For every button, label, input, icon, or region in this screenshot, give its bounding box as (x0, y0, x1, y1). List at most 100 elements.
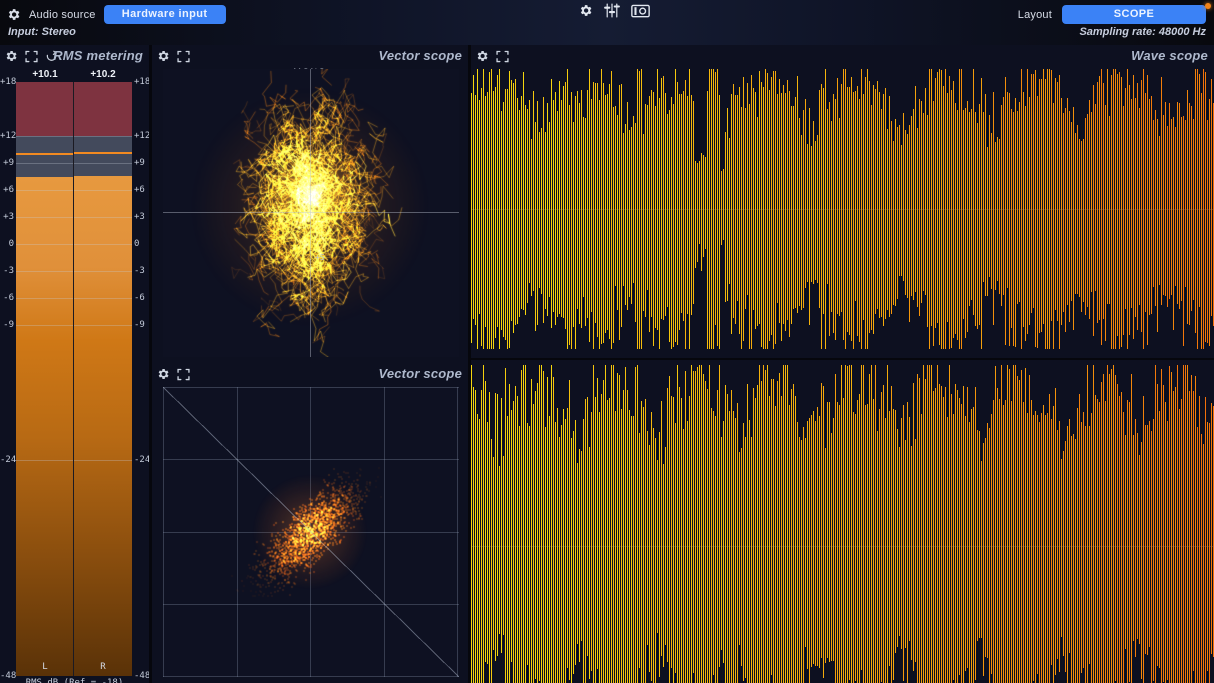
camera-icon[interactable] (631, 4, 650, 18)
waveform-sample (1091, 412, 1092, 683)
gear-icon[interactable] (156, 49, 170, 63)
rms-value-readouts: +10.1 +10.2 (0, 69, 149, 82)
waveform-sample (877, 80, 878, 310)
waveform-sample (1083, 139, 1084, 302)
waveform-sample (757, 116, 758, 326)
waveform-sample (745, 108, 746, 309)
waveform-sample (523, 365, 524, 683)
waveform-sample (503, 102, 504, 337)
rms-value-right: +10.2 (90, 69, 116, 80)
axis-horizontal (163, 212, 459, 213)
vectorscope-xy-icons (156, 367, 190, 381)
waveform-sample (565, 81, 566, 329)
waveform-sample (803, 426, 804, 683)
vectorscope-polar-icons (156, 49, 190, 63)
waveform-sample (609, 397, 610, 683)
waveform-sample (895, 119, 896, 307)
expand-icon[interactable] (177, 368, 190, 381)
wavescope-channel-top[interactable] (471, 69, 1214, 349)
rms-meter-area[interactable]: L R (16, 82, 132, 676)
waveform-sample (975, 112, 976, 327)
waveform-sample (535, 390, 536, 679)
waveform-sample (769, 396, 770, 683)
gear-icon[interactable] (4, 49, 18, 63)
waveform-sample (709, 69, 710, 349)
waveform-sample (1035, 410, 1036, 683)
waveform-sample (911, 116, 912, 296)
waveform-sample (637, 69, 638, 349)
meter-scale-tick: +6 (3, 185, 14, 195)
waveform-sample (1079, 394, 1080, 683)
waveform-sample (1069, 110, 1070, 323)
waveform-sample (1063, 113, 1064, 313)
waveform-sample (775, 70, 776, 344)
waveform-sample (991, 413, 992, 675)
waveform-sample (717, 389, 718, 683)
vectorscope-polar-canvas (163, 69, 459, 357)
waveform-sample (911, 445, 912, 661)
reset-icon[interactable] (45, 50, 58, 63)
waveform-sample (541, 365, 542, 683)
wavescope-channel-bottom[interactable] (471, 365, 1214, 683)
waveform-sample (1095, 395, 1096, 683)
meter-scale-tick: +9 (3, 158, 14, 168)
waveform-sample (1211, 402, 1212, 654)
waveform-sample (549, 416, 550, 683)
waveform-sample (967, 100, 968, 333)
waveform-sample (1043, 69, 1044, 325)
vectorscope-xy-display[interactable] (163, 387, 459, 677)
waveform-sample (667, 114, 668, 308)
expand-icon[interactable] (25, 50, 38, 63)
waveform-sample (811, 145, 812, 283)
waveform-sample (799, 436, 800, 683)
waveform-sample (715, 72, 716, 326)
meter-scale-tick: -6 (3, 293, 14, 303)
waveform-sample (547, 376, 548, 683)
gear-icon[interactable] (475, 49, 489, 63)
waveform-sample (1193, 390, 1194, 672)
gear-icon[interactable] (578, 3, 593, 18)
expand-icon[interactable] (177, 50, 190, 63)
waveform-sample (935, 77, 936, 328)
hardware-input-button[interactable]: Hardware input (103, 5, 226, 24)
waveform-sample (987, 147, 988, 297)
meter-scale-tick: +3 (3, 212, 14, 222)
gear-icon[interactable] (156, 367, 170, 381)
waveform-sample (1011, 108, 1012, 328)
waveform-sample (1017, 110, 1018, 305)
waveform-sample (671, 395, 672, 668)
waveform-sample (1019, 379, 1020, 683)
waveform-sample (1031, 400, 1032, 683)
meter-scale-tick: 0 (134, 239, 140, 249)
waveform-sample (731, 94, 732, 334)
layout-scope-button[interactable]: SCOPE (1062, 5, 1206, 24)
expand-icon[interactable] (496, 50, 509, 63)
waveform-sample (1019, 101, 1020, 302)
axis-label-plus-s: +S (315, 253, 325, 262)
waveform-sample (1169, 103, 1170, 300)
waveform-sample (937, 71, 938, 323)
panel-divider-vertical-2 (468, 45, 471, 683)
gear-icon[interactable] (6, 7, 21, 22)
meter-scale-tick: -3 (134, 266, 145, 276)
waveform-sample (507, 416, 508, 683)
vectorscope-xy-header: Vector scope (152, 363, 468, 387)
waveform-sample (835, 373, 836, 683)
waveform-sample (731, 390, 732, 683)
waveform-sample (959, 69, 960, 349)
vectorscope-polar-display[interactable] (163, 69, 459, 357)
waveform-sample (953, 413, 954, 680)
waveform-sample (625, 124, 626, 305)
channel-label-right: R (100, 662, 106, 672)
waveform-sample (559, 80, 560, 314)
waveform-sample (569, 379, 570, 681)
waveform-sample (521, 369, 522, 683)
waveform-sample (1045, 415, 1046, 683)
center-toolbar-icons (578, 3, 650, 18)
waveform-sample (587, 90, 588, 318)
sliders-icon[interactable] (604, 3, 620, 18)
vectorscope-xy-canvas (163, 387, 459, 677)
waveform-sample (567, 407, 568, 669)
waveform-sample (699, 160, 700, 244)
